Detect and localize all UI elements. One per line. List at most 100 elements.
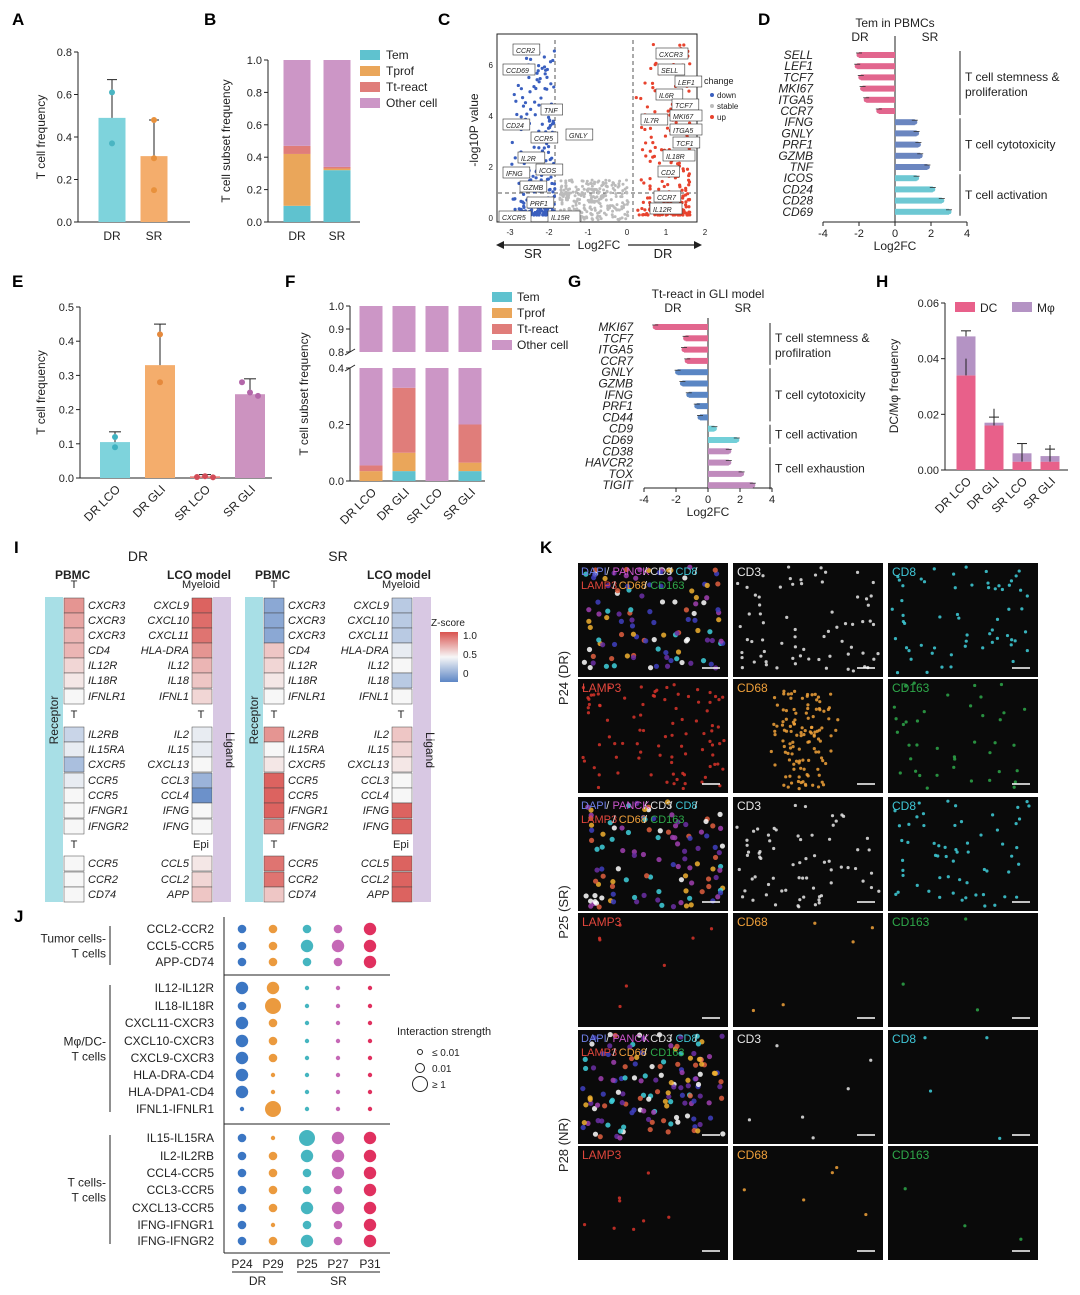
panel-c-point-stable [617,182,621,186]
panel-k-signal [772,722,776,727]
panel-k-signal [580,1124,586,1131]
panel-k-signal [846,652,850,656]
panel-c-point-up [653,110,657,114]
panel-k-signal [869,594,873,598]
panel-k-signal [954,848,958,852]
panel-k-signal [612,1226,616,1230]
panel-c-gene-label-down: GZMB [523,185,544,192]
panel-k-signal [792,762,796,766]
panel-k-signal [632,715,636,719]
panel-k-signal [872,657,876,661]
panel-k-signal [822,709,826,713]
panel-k-signal [932,646,937,650]
panel-k-channel-label: CD3 [737,565,761,579]
panel-d-bar-end [876,108,882,114]
panel-c-point-up [643,208,647,212]
panel-a-y-tick-label: 0.4 [57,132,72,144]
panel-g-gene-label: HAVCR2 [585,456,633,470]
panel-i-receptor-gene: CXCR3 [88,600,126,612]
panel-c-gene-label-down: TNF [544,108,558,115]
panel-d-bar-end [863,97,869,103]
panel-k-merge-label: CD3 [650,800,672,812]
panel-i-receptor-gene: IFNLR1 [88,691,126,703]
panel-k-signal [979,695,983,699]
panel-c-gene-label-down: PRF1 [530,201,548,208]
panel-k-signal [780,641,784,645]
panel-k-signal [618,618,624,624]
panel-k-signal [1015,895,1019,899]
panel-k-signal [897,824,902,828]
panel-b-y-tick-label: 0.4 [247,152,262,164]
panel-g-bar [696,403,708,410]
panel-k-signal [965,633,969,637]
panel-k-signal [1014,574,1018,578]
panel-c-point-stable [582,187,586,191]
panel-k-signal [717,890,724,896]
panel-j-dot [235,1068,249,1082]
panel-i-cell-receptor [63,642,85,659]
panel-k-signal [802,647,806,651]
panel-k-merge-label: / [669,800,673,812]
panel-i-receptor-gene: CCR5 [288,775,319,787]
panel-i-header-right: LCO model [367,568,431,582]
panel-k-signal [991,813,995,817]
panel-k-signal [662,963,666,967]
panel-k-signal [793,662,797,666]
panel-j-row-label: CCL2-CCR2 [147,922,215,936]
panel-b-bar-segment [323,60,351,167]
panel-i-block-right-type: Myeloid [382,579,420,591]
panel-i-ligand-label: Ligand [223,732,237,768]
panel-i-ligand-gene: IL12 [368,660,389,672]
panel-i-cell-ligand [391,642,413,659]
panel-k-signal [708,700,712,704]
panel-k-signal [782,692,786,696]
panel-i-cell-receptor [63,886,85,903]
panel-k-signal [678,900,684,906]
panel-c-point-stable [592,182,596,186]
panel-j-legend-circle [417,1049,423,1055]
panel-k-signal [669,812,675,818]
panel-c-point-down [535,213,539,217]
panel-k-signal [959,820,964,824]
panel-k-signal [662,1098,668,1104]
panel-k-signal [713,694,718,699]
panel-k-signal [1012,785,1016,789]
panel-k-signal [630,631,637,637]
panel-j-dot [363,1166,377,1180]
panel-k-signal [592,572,598,578]
panel-c-x-tick-label: 2 [703,228,708,237]
panel-k-signal [649,773,653,777]
panel-h-ylabel: DC/Mφ frequency [887,339,901,433]
panel-c-gene-box [502,63,536,76]
panel-c-point-stable [562,192,566,196]
panel-c-point-stable [564,186,568,190]
panel-i-legend-bar [440,632,458,682]
panel-k-signal [973,683,977,688]
panel-i-header-left: PBMC [55,568,91,582]
panel-c-point-stable [567,179,571,183]
panel-i-cell-ligand [191,657,213,674]
panel-i-ligand-gene: CCL5 [161,858,190,870]
panel-c-point-up [669,161,673,165]
panel-k-signal [954,804,958,808]
panel-k-signal [793,627,797,632]
panel-k-signal [597,1134,603,1140]
panel-k-signal [691,610,697,617]
panel-g-bar-end [739,471,745,477]
panel-c-arrow-head-left [496,241,504,249]
panel-g-gene-label: CD44 [602,410,633,424]
panel-c-point-stable [615,203,619,207]
panel-c-point-down [535,71,539,75]
panel-c-point-stable [593,208,597,212]
panel-k-signal [693,594,699,601]
panel-k-merge-label: PANCK [613,800,651,812]
panel-j-dot [302,1220,312,1230]
panel-f-bar-segment [425,368,449,481]
panel-i-legend-tick: 0 [463,669,469,680]
panel-c-point-up [636,208,640,212]
panel-j-dot [335,1038,341,1044]
panel-a-point [109,89,115,96]
panel-k-signal [870,926,874,930]
panel-j-dot [235,1085,249,1099]
panel-label-i: I [14,538,19,557]
